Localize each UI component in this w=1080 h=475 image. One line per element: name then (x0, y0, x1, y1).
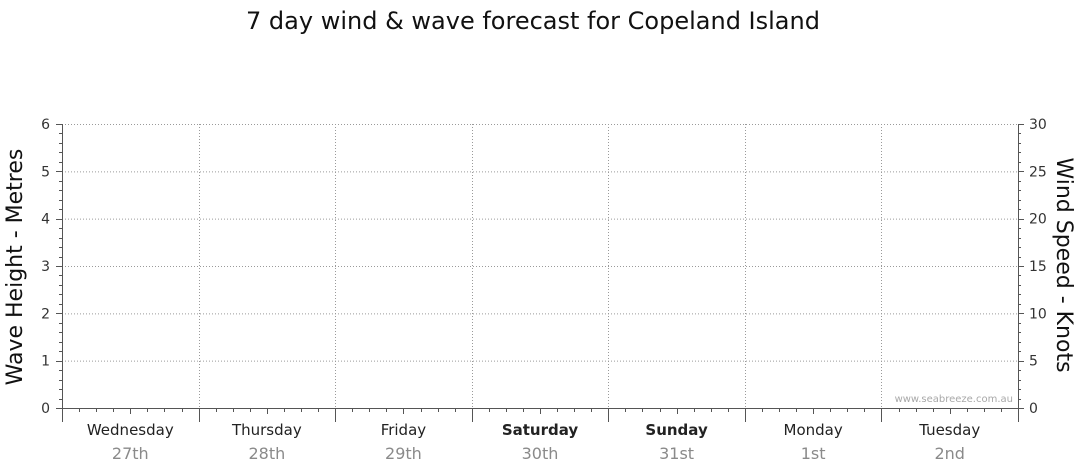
grid (62, 124, 1018, 408)
axes (62, 124, 1019, 422)
left-tick-label: 0 (41, 401, 50, 417)
day-name-label: Tuesday (918, 421, 980, 439)
day-date-label: 30th (522, 444, 559, 463)
right-tick-label: 30 (1029, 117, 1047, 133)
day-name-label: Thursday (231, 421, 302, 439)
left-tick-label: 5 (41, 164, 50, 180)
left-tick-label: 1 (41, 354, 50, 370)
day-date-label: 29th (385, 444, 422, 463)
day-name-label: Friday (381, 421, 427, 439)
day-date-label: 1st (801, 444, 826, 463)
right-axis-title: Wind Speed - Knots (1051, 157, 1076, 372)
watermark: www.seabreeze.com.au (895, 394, 1013, 405)
left-axis-ticks: 0 1 2 3 4 5 6 (41, 117, 62, 417)
day-labels: Wednesday 27th Thursday 28th Friday 29th Satur… (87, 421, 980, 463)
left-tick-label: 3 (41, 259, 50, 275)
right-tick-label: 0 (1029, 401, 1038, 417)
left-axis-title: Wave Height - Metres (3, 149, 28, 386)
right-axis-ticks: 0 5 10 15 20 25 30 (1018, 117, 1047, 417)
chart-title: 7 day wind & wave forecast for Copeland … (246, 7, 820, 35)
left-tick-label: 6 (41, 117, 50, 133)
day-date-label: 27th (112, 444, 149, 463)
day-date-label: 31st (659, 444, 694, 463)
day-date-label: 28th (248, 444, 285, 463)
right-tick-label: 5 (1029, 354, 1038, 370)
left-tick-label: 4 (41, 212, 50, 228)
right-tick-label: 10 (1029, 306, 1047, 322)
right-tick-label: 25 (1029, 164, 1047, 180)
right-tick-label: 15 (1029, 259, 1047, 275)
day-date-label: 2nd (934, 444, 964, 463)
day-name-label: Monday (784, 421, 843, 439)
right-tick-label: 20 (1029, 212, 1047, 228)
day-name-label: Wednesday (87, 421, 174, 439)
day-name-label: Sunday (645, 421, 708, 439)
day-name-label: Saturday (502, 421, 579, 439)
left-tick-label: 2 (41, 306, 50, 322)
